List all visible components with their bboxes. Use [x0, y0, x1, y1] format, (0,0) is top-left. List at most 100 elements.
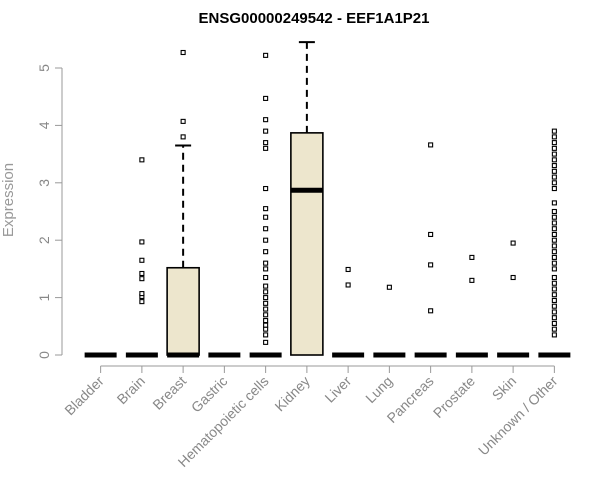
outlier-point — [263, 322, 269, 328]
outlier-point — [510, 240, 516, 246]
box-5 — [290, 41, 324, 356]
outlier-point — [263, 266, 269, 272]
outlier-point — [263, 237, 269, 243]
outlier-point — [551, 260, 557, 266]
outlier-point — [139, 257, 145, 263]
outlier-point — [263, 95, 269, 101]
box-4 — [249, 52, 282, 358]
box-rect-5 — [290, 132, 324, 356]
outlier-point — [551, 226, 557, 232]
outlier-point — [551, 200, 557, 206]
y-tick-label-5: 5 — [36, 64, 52, 72]
outlier-point — [263, 274, 269, 281]
box-10 — [497, 240, 530, 358]
outlier-point — [551, 274, 557, 281]
outlier-point — [263, 117, 269, 123]
outlier-point — [551, 315, 557, 321]
outlier-point — [551, 157, 557, 163]
outlier-point — [263, 339, 269, 345]
outlier-point — [551, 309, 557, 315]
outlier-point — [551, 231, 557, 238]
y-tick-label-0: 0 — [36, 351, 52, 359]
outlier-point — [469, 277, 475, 283]
box-11 — [538, 128, 571, 358]
x-tick-label-7: Lung — [362, 373, 395, 406]
outlier-point — [263, 140, 269, 146]
outlier-point — [263, 226, 269, 232]
outlier-point — [180, 49, 186, 56]
outlier-point — [263, 300, 269, 306]
outlier-point — [263, 332, 269, 338]
outlier-point — [428, 308, 434, 314]
x-tick-label-0: Bladder — [61, 373, 107, 419]
outlier-point — [263, 283, 269, 289]
outlier-point — [180, 134, 186, 140]
x-tick-label-6: Liver — [321, 373, 354, 406]
outlier-point — [551, 249, 557, 255]
outlier-point — [551, 168, 557, 174]
outlier-point — [263, 312, 269, 318]
x-tick-label-2: Breast — [149, 373, 189, 413]
outlier-point — [551, 297, 557, 304]
box-rect-2 — [166, 266, 200, 356]
outlier-point — [139, 239, 145, 245]
outlier-point — [551, 243, 557, 249]
outlier-point — [551, 326, 557, 332]
outlier-point — [551, 320, 557, 326]
outlier-point — [551, 220, 557, 226]
outlier-point — [551, 185, 557, 192]
outlier-point — [551, 151, 557, 157]
outlier-point — [551, 286, 557, 292]
outlier-point — [345, 266, 351, 273]
box-7 — [373, 284, 406, 358]
outlier-point — [551, 303, 557, 309]
outlier-point — [551, 332, 557, 338]
outlier-point — [551, 140, 557, 146]
outlier-point — [428, 231, 434, 238]
outlier-point — [551, 292, 557, 298]
outlier-point — [551, 208, 557, 215]
x-tick-label-9: Prostate — [430, 373, 478, 421]
outlier-point — [345, 282, 351, 288]
x-tick-label-10: Skin — [489, 373, 520, 404]
outlier-point — [551, 214, 557, 220]
outlier-point — [263, 145, 269, 151]
outlier-point — [139, 276, 145, 282]
outlier-point — [551, 145, 557, 151]
outlier-point — [263, 206, 269, 212]
outlier-point — [510, 274, 516, 281]
outlier-point — [263, 249, 269, 255]
outlier-point — [551, 174, 557, 180]
outlier-point — [551, 266, 557, 272]
outlier-point — [263, 214, 269, 220]
outlier-point — [139, 299, 145, 305]
x-tick-label-5: Kidney — [271, 373, 313, 415]
y-tick-label-3: 3 — [36, 179, 52, 187]
outlier-point — [263, 128, 269, 134]
box-series — [84, 41, 571, 358]
outlier-point — [428, 262, 434, 268]
outlier-point — [551, 180, 557, 186]
outlier-point — [139, 270, 145, 277]
outlier-point — [551, 134, 557, 140]
outlier-point — [263, 318, 269, 324]
chart-title: ENSG00000249542 - EEF1A1P21 — [199, 10, 430, 27]
y-axis: 0 1 2 3 4 5 — [36, 64, 63, 359]
outlier-point — [263, 289, 269, 295]
outlier-point — [551, 163, 557, 169]
outlier-point — [263, 326, 269, 332]
outlier-point — [469, 254, 475, 260]
box-8 — [414, 142, 447, 358]
outlier-point — [551, 237, 557, 243]
outlier-point — [263, 260, 269, 266]
y-tick-label-1: 1 — [36, 293, 52, 301]
outlier-point — [180, 118, 186, 124]
outlier-point — [551, 254, 557, 260]
box-9 — [455, 254, 488, 358]
x-tick-label-1: Brain — [114, 373, 148, 407]
y-axis-label: Expression — [0, 163, 17, 237]
outlier-point — [263, 52, 269, 58]
box-2 — [166, 49, 200, 358]
